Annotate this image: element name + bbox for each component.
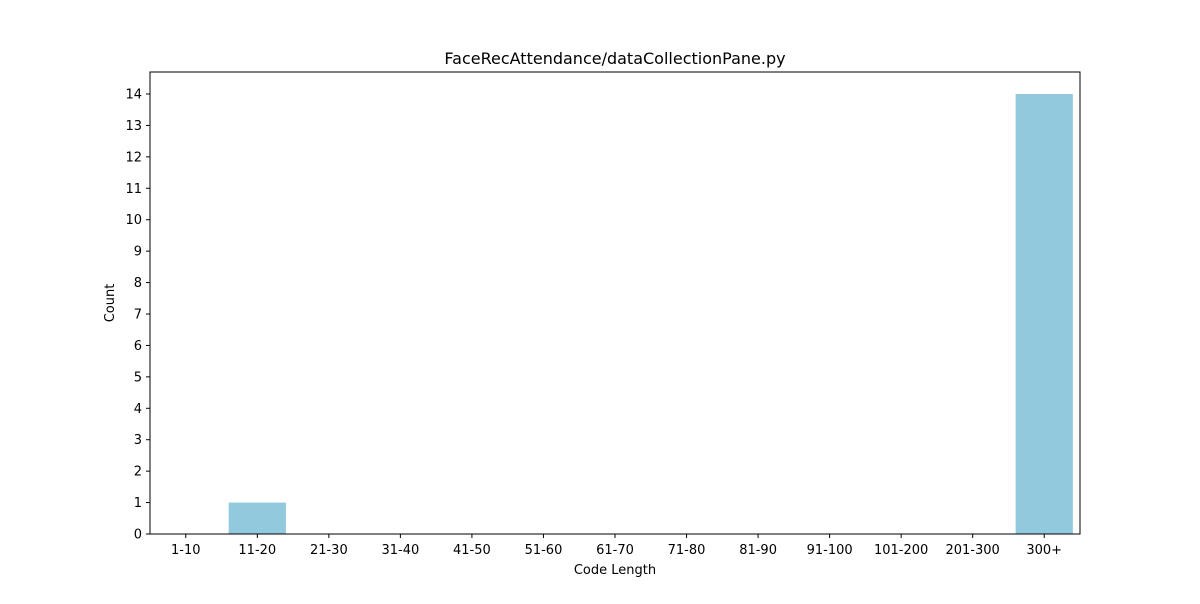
y-tick-label: 5 xyxy=(134,370,142,385)
y-tick-label: 11 xyxy=(125,182,142,197)
y-tick-label: 6 xyxy=(134,339,142,354)
y-tick-label: 13 xyxy=(125,119,142,134)
x-tick-label: 101-200 xyxy=(874,543,928,558)
x-tick-label: 201-300 xyxy=(946,543,1000,558)
x-tick-label: 71-80 xyxy=(668,543,706,558)
y-tick-label: 8 xyxy=(134,276,142,291)
y-tick-label: 2 xyxy=(134,465,142,480)
y-axis-label: Count xyxy=(103,284,118,323)
x-tick-label: 41-50 xyxy=(453,543,491,558)
y-tick-label: 14 xyxy=(125,88,142,103)
x-tick-label: 300+ xyxy=(1026,543,1062,558)
y-tick-label: 9 xyxy=(134,245,142,260)
y-tick-label: 7 xyxy=(134,308,142,323)
y-tick-label: 3 xyxy=(134,433,142,448)
x-tick-label: 81-90 xyxy=(739,543,777,558)
x-tick-label: 21-30 xyxy=(310,543,348,558)
x-tick-label: 31-40 xyxy=(381,543,419,558)
y-tick-label: 12 xyxy=(125,150,142,165)
bar-300+ xyxy=(1015,94,1073,534)
chart-title: FaceRecAttendance/dataCollectionPane.py xyxy=(444,49,785,68)
plot-frame xyxy=(149,71,1081,535)
y-tick-label: 10 xyxy=(125,213,142,228)
bar-11-20 xyxy=(228,502,286,534)
y-tick-label: 4 xyxy=(134,402,142,417)
y-tick-label: 0 xyxy=(134,528,142,543)
x-tick-label: 1-10 xyxy=(171,543,201,558)
x-tick-label: 91-100 xyxy=(807,543,853,558)
y-tick-label: 1 xyxy=(134,496,142,511)
x-axis-label: Code Length xyxy=(574,563,656,578)
x-tick-label: 61-70 xyxy=(596,543,634,558)
x-tick-label: 11-20 xyxy=(238,543,276,558)
x-tick-label: 51-60 xyxy=(525,543,563,558)
